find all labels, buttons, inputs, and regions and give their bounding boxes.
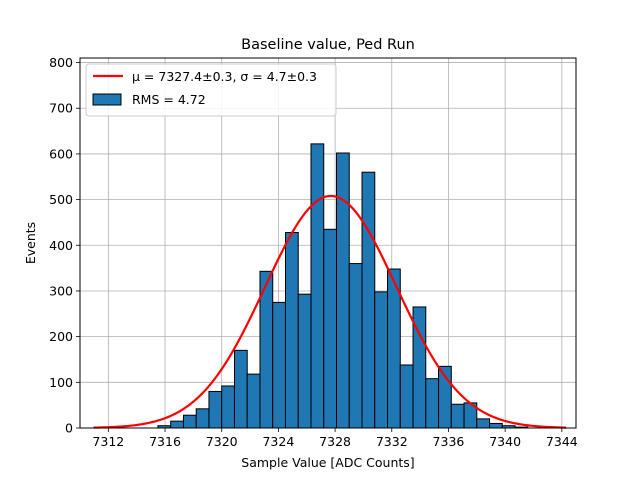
x-tick-label: 7328 <box>319 434 351 449</box>
histogram-bar <box>208 390 223 429</box>
x-tick-label: 7316 <box>149 434 181 449</box>
histogram-bar <box>272 301 286 429</box>
y-tick-label: 500 <box>49 192 73 207</box>
histogram-bar <box>476 418 491 429</box>
y-tick-label: 0 <box>65 421 73 436</box>
x-tick-label: 7320 <box>206 434 238 449</box>
gaussian-fit-curve <box>94 194 567 429</box>
histogram-bar <box>195 408 210 429</box>
histogram-bar <box>489 422 503 429</box>
x-tick-label: 7344 <box>546 434 578 449</box>
histogram-bar <box>170 420 184 429</box>
y-axis-label: Events <box>23 222 38 264</box>
y-tick-label: 800 <box>49 55 73 70</box>
y-axis-ticks: 0 100 200 300 400 500 600 700 800 <box>49 55 80 436</box>
legend: μ = 7327.4±0.3, σ = 4.7±0.3 RMS = 4.72 <box>85 63 337 117</box>
x-tick-label: 7332 <box>376 434 408 449</box>
legend-fit-label: μ = 7327.4±0.3, σ = 4.7±0.3 <box>132 69 317 84</box>
histogram-bar <box>361 171 376 429</box>
x-axis-label: Sample Value [ADC Counts] <box>241 455 414 470</box>
histogram-bars <box>93 143 529 429</box>
histogram-bar <box>323 228 338 429</box>
y-tick-label: 600 <box>49 146 73 161</box>
histogram-bar <box>297 293 312 429</box>
x-tick-label: 7312 <box>92 434 124 449</box>
legend-histogram-swatch <box>92 93 122 106</box>
histogram-bar <box>336 152 350 429</box>
x-tick-label: 7340 <box>489 434 521 449</box>
x-tick-label: 7336 <box>433 434 465 449</box>
y-tick-label: 300 <box>49 283 73 298</box>
plot-frame <box>79 57 577 429</box>
chart-title: Baseline value, Ped Run <box>241 37 415 53</box>
y-tick-label: 400 <box>49 238 73 253</box>
x-tick-label: 7324 <box>262 434 294 449</box>
histogram-bar <box>450 403 465 429</box>
histogram-bar <box>233 349 248 429</box>
histogram-bar <box>310 143 325 429</box>
x-axis-ticks: 7312 7316 7320 7324 7328 7332 7336 7340 7344 <box>92 428 578 449</box>
y-tick-label: 100 <box>49 375 73 390</box>
y-tick-label: 200 <box>49 329 73 344</box>
histogram-bar <box>246 373 261 429</box>
histogram-bar <box>284 231 299 429</box>
y-tick-label: 700 <box>49 101 73 116</box>
histogram-bar <box>374 291 389 429</box>
histogram-bar <box>221 385 235 429</box>
legend-hist-label: RMS = 4.72 <box>132 92 206 107</box>
histogram-bar <box>182 414 197 429</box>
legend-box <box>85 63 337 117</box>
histogram-bar <box>399 364 414 429</box>
histogram-bar <box>348 263 363 429</box>
histogram-bar <box>425 378 440 429</box>
